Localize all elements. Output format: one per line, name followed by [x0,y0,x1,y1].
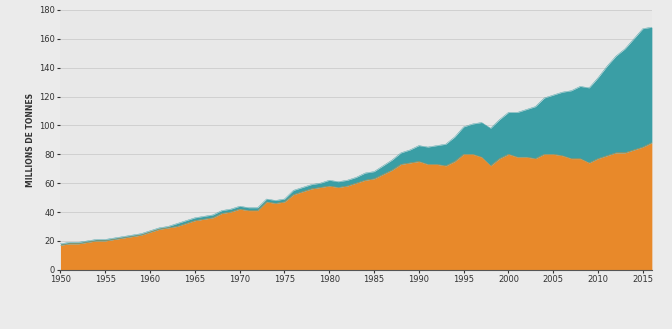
Y-axis label: MILLIONS DE TONNES: MILLIONS DE TONNES [26,93,35,187]
